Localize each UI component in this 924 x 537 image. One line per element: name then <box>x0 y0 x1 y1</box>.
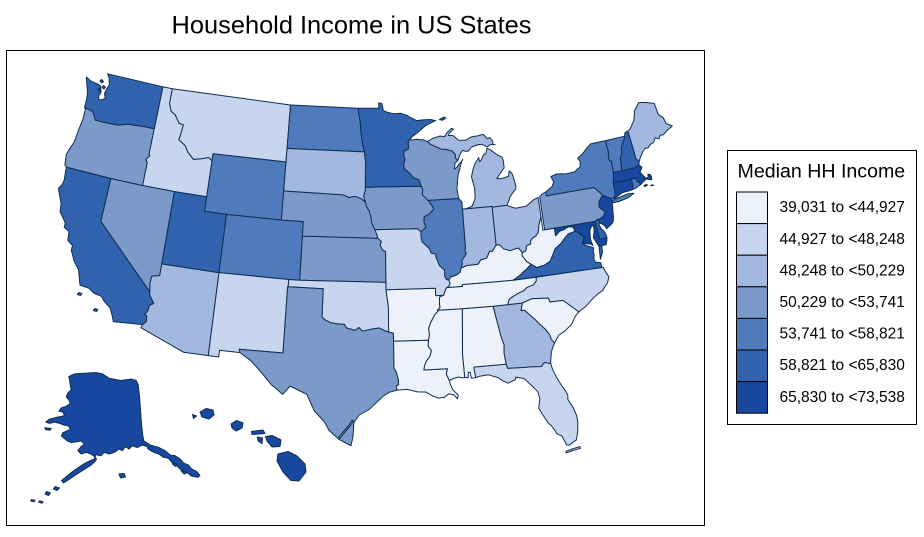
svg-text:65,830 to <73,538: 65,830 to <73,538 <box>780 389 905 406</box>
svg-text:50,229 to <53,741: 50,229 to <53,741 <box>780 294 905 311</box>
svg-text:53,741 to <58,821: 53,741 to <58,821 <box>780 326 905 343</box>
svg-text:Median HH Income: Median HH Income <box>738 161 906 183</box>
svg-text:39,031 to <44,927: 39,031 to <44,927 <box>780 199 905 216</box>
svg-text:48,248 to <50,229: 48,248 to <50,229 <box>780 262 905 279</box>
svg-text:44,927 to <48,248: 44,927 to <48,248 <box>780 231 905 248</box>
svg-text:58,821 to <65,830: 58,821 to <65,830 <box>780 357 906 374</box>
svg-text:Household Income in US States: Household Income in US States <box>172 12 532 40</box>
